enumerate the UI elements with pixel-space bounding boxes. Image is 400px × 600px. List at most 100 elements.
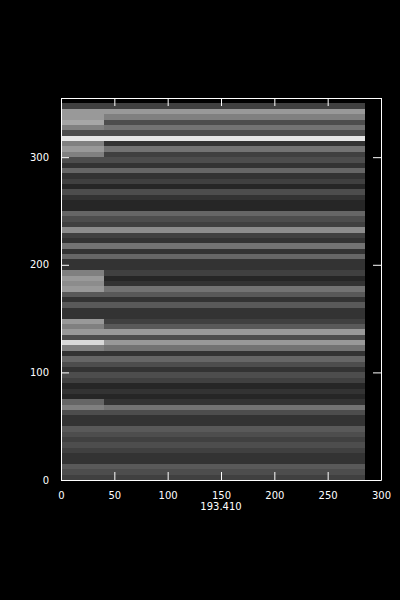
tick (373, 372, 381, 373)
cell (61, 120, 104, 125)
cell (61, 345, 104, 350)
x-axis-top (62, 98, 382, 106)
cell (61, 469, 104, 474)
cell (104, 243, 365, 248)
axis-line (381, 99, 382, 481)
tick: 250 (319, 472, 338, 501)
tick-label: 100 (159, 490, 178, 501)
cell (104, 464, 365, 469)
tick: 300 (30, 152, 69, 163)
background (0, 0, 400, 600)
cell (61, 259, 104, 264)
cell (104, 259, 365, 264)
cell (61, 389, 104, 394)
tick-label: 300 (30, 152, 49, 163)
cell (61, 356, 104, 361)
cell (104, 297, 365, 302)
cell (61, 432, 104, 437)
cell (61, 125, 104, 130)
cell (104, 383, 365, 388)
cell (104, 405, 365, 410)
tick-mark (328, 472, 329, 480)
tick (373, 157, 381, 158)
tick-label: 0 (58, 490, 64, 501)
cell (104, 163, 365, 168)
cell (104, 335, 365, 340)
axis-line (61, 99, 62, 481)
heatmap (61, 103, 365, 480)
cell (61, 335, 104, 340)
cell (104, 222, 365, 227)
cell (104, 136, 365, 141)
cell (61, 458, 104, 463)
cell (61, 378, 104, 383)
tick: 0 (43, 475, 69, 486)
tick-mark (61, 157, 69, 158)
tick-mark (114, 472, 115, 480)
cell (104, 367, 365, 372)
cell (104, 302, 365, 307)
cell (61, 184, 104, 189)
cell (61, 302, 104, 307)
cell (104, 114, 365, 119)
cell (61, 211, 104, 216)
cell (61, 136, 104, 141)
cell (61, 238, 104, 243)
tick (373, 265, 381, 266)
cell (104, 442, 365, 447)
cell (104, 351, 365, 356)
x-axis-title: 193.410 (200, 501, 241, 512)
cell (104, 189, 365, 194)
cell (61, 372, 104, 377)
cell (104, 415, 365, 420)
cell (61, 173, 104, 178)
cell (61, 367, 104, 372)
cell (104, 179, 365, 184)
tick-mark (61, 372, 69, 373)
cell (61, 319, 104, 324)
cell (61, 265, 104, 270)
cell (61, 146, 104, 151)
cell (61, 270, 104, 275)
cell (104, 227, 365, 232)
cell (61, 286, 104, 291)
cell (61, 206, 104, 211)
cell (104, 324, 365, 329)
cell (104, 168, 365, 173)
cell (104, 141, 365, 146)
tick (221, 98, 222, 106)
cell (61, 437, 104, 442)
tick-label: 50 (108, 490, 121, 501)
cell (61, 405, 104, 410)
y-axis: 0 100 200 300 (30, 99, 69, 486)
cell (61, 362, 104, 367)
cell (61, 383, 104, 388)
tick-mark (274, 98, 275, 106)
cell (61, 421, 104, 426)
tick-mark (274, 472, 275, 480)
cell (104, 233, 365, 238)
tick: 200 (30, 259, 69, 270)
cell (61, 179, 104, 184)
cell (61, 394, 104, 399)
cell (104, 195, 365, 200)
cell (61, 141, 104, 146)
tick-mark (373, 157, 381, 158)
tick-label: 300 (372, 490, 391, 501)
cell (61, 324, 104, 329)
tick: 50 (108, 472, 121, 501)
cell (104, 146, 365, 151)
cell (61, 254, 104, 259)
tick: 100 (30, 367, 69, 378)
cell (61, 200, 104, 205)
y-axis-right (373, 99, 382, 481)
cell (104, 254, 365, 259)
cell (61, 340, 104, 345)
cell (104, 313, 365, 318)
cell (61, 130, 104, 135)
cell (104, 249, 365, 254)
cell (104, 152, 365, 157)
tick-mark (114, 98, 115, 106)
tick-mark (168, 98, 169, 106)
cell (104, 399, 365, 404)
